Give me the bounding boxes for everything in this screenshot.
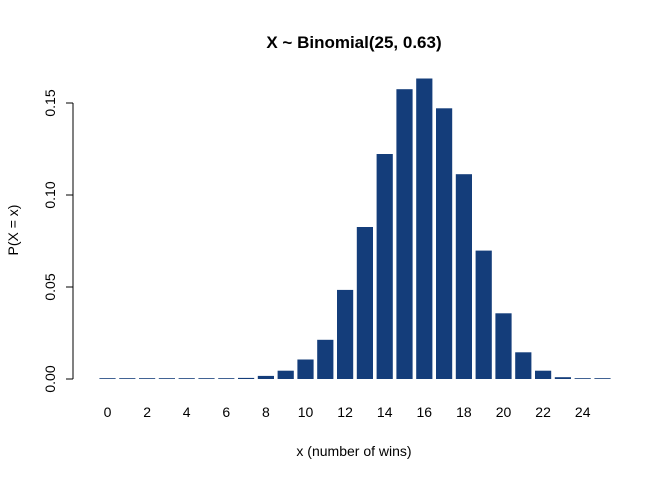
y-tick-label: 0.15 xyxy=(42,89,58,116)
bar-x-25 xyxy=(594,378,611,379)
x-tick-label: 0 xyxy=(104,404,112,420)
bar-x-6 xyxy=(218,378,235,379)
bar-x-8 xyxy=(257,375,274,379)
bar-x-12 xyxy=(337,289,354,379)
bar-x-15 xyxy=(396,89,413,379)
y-tick-label: 0.10 xyxy=(42,181,58,208)
bar-x-17 xyxy=(436,108,453,380)
bar-x-4 xyxy=(178,378,195,379)
bar-x-13 xyxy=(356,227,373,379)
bar-x-24 xyxy=(574,378,591,379)
bar-x-16 xyxy=(416,78,433,379)
x-tick-label: 4 xyxy=(183,404,191,420)
bar-x-7 xyxy=(238,377,255,379)
bar-x-1 xyxy=(119,378,136,379)
bar-x-11 xyxy=(317,339,334,379)
x-tick-label: 14 xyxy=(377,404,393,420)
x-tick-label: 10 xyxy=(298,404,314,420)
x-tick-label: 8 xyxy=(262,404,270,420)
bar-x-18 xyxy=(455,174,472,379)
x-tick-label: 6 xyxy=(222,404,230,420)
y-tick-label: 0.00 xyxy=(42,365,58,392)
x-tick-label: 2 xyxy=(143,404,151,420)
x-tick-label: 18 xyxy=(456,404,472,420)
x-axis-label: x (number of wins) xyxy=(296,443,411,459)
x-tick-label: 12 xyxy=(337,404,353,420)
bar-x-3 xyxy=(158,378,175,379)
bar-x-9 xyxy=(277,370,294,379)
y-axis-label: P(X = x) xyxy=(5,205,21,256)
y-axis: 0.00 0.05 0.10 0.15 xyxy=(42,89,74,393)
x-tick-label: 16 xyxy=(417,404,433,420)
bar-x-10 xyxy=(297,359,314,379)
chart-title: X ~ Binomial(25, 0.63) xyxy=(266,33,441,52)
x-tick-label: 20 xyxy=(496,404,512,420)
x-tick-label: 22 xyxy=(535,404,551,420)
x-axis: 0 2 4 6 8 10 12 14 16 18 20 22 24 xyxy=(104,404,591,420)
bar-x-14 xyxy=(376,154,393,379)
bar-x-21 xyxy=(515,352,532,379)
bar-group xyxy=(99,78,611,380)
bar-x-20 xyxy=(495,313,512,379)
y-tick-label: 0.05 xyxy=(42,273,58,300)
bar-x-0 xyxy=(99,378,116,379)
bar-x-23 xyxy=(554,377,571,379)
bar-x-19 xyxy=(475,250,492,379)
bar-x-22 xyxy=(535,370,552,379)
x-tick-label: 24 xyxy=(575,404,591,420)
bar-x-5 xyxy=(198,378,215,379)
bar-x-2 xyxy=(139,378,156,379)
